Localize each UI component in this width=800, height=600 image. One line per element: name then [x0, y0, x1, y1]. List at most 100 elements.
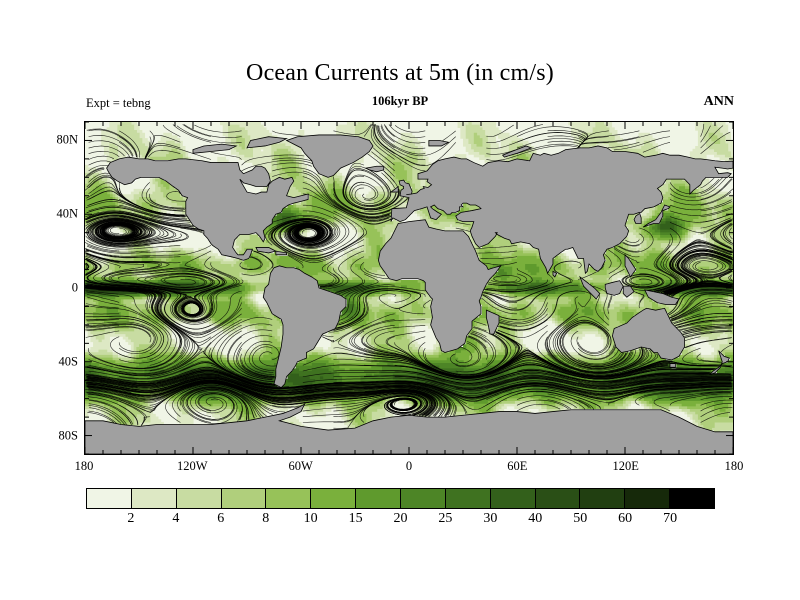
land-polygon [604, 280, 624, 296]
streamline [85, 373, 221, 387]
streamline [367, 153, 395, 177]
streamline [339, 290, 365, 321]
streamline [333, 204, 392, 222]
land-polygon [709, 350, 730, 376]
streamline [499, 313, 548, 327]
streamline [486, 124, 544, 143]
streamline [663, 250, 701, 295]
streamline [516, 143, 581, 154]
streamline [681, 325, 733, 332]
streamline [700, 381, 731, 383]
streamline [88, 396, 139, 426]
streamline [608, 344, 615, 355]
streamline [241, 399, 249, 421]
streamline [345, 284, 395, 298]
streamline [700, 412, 731, 423]
y-tick-label: 40S [58, 354, 78, 369]
streamline [700, 125, 724, 149]
streamline [700, 399, 733, 406]
streamline [380, 125, 395, 143]
streamline [210, 376, 450, 417]
streamline [345, 175, 396, 209]
colorbar-tick-label: 60 [618, 511, 633, 526]
streamline [516, 399, 569, 410]
streamline [88, 140, 131, 158]
streamline [467, 336, 487, 354]
speed-band [85, 154, 733, 426]
colorbar-band [625, 489, 671, 508]
streamline [85, 374, 107, 379]
streamline [85, 242, 120, 252]
x-tick-label: 120W [177, 459, 208, 473]
streamline [680, 323, 733, 331]
streamline [119, 210, 191, 225]
streamline [238, 405, 243, 421]
streamline [342, 162, 400, 211]
page-title: Ocean Currents at 5m (in cm/s) [246, 60, 554, 86]
streamline [516, 403, 561, 412]
streamline [333, 176, 408, 214]
streamline [377, 125, 395, 149]
streamline [272, 130, 303, 137]
streamline [87, 368, 290, 388]
streamline [353, 330, 720, 378]
streamline [675, 319, 701, 327]
streamline [336, 279, 366, 294]
streamline [381, 124, 426, 149]
streamline [483, 262, 518, 266]
streamline [333, 199, 392, 217]
streamline [480, 256, 518, 259]
streamline [144, 130, 155, 159]
streamline [141, 182, 184, 211]
streamline [487, 267, 533, 287]
streamline [335, 296, 366, 329]
streamline [210, 370, 708, 399]
streamline [678, 324, 701, 331]
y-tick-label: 40N [56, 206, 78, 221]
x-axis-labels: 180 120W 60W 0 60E 120E 180 [75, 459, 744, 481]
streamline [671, 302, 732, 321]
colorbar-tick-label: 4 [172, 511, 180, 526]
streamline [700, 125, 711, 143]
streamline [86, 290, 172, 364]
streamline [579, 136, 640, 147]
streamline [148, 150, 181, 158]
streamline [239, 256, 262, 270]
streamline [287, 254, 304, 269]
streamline [287, 253, 303, 263]
streamline [719, 271, 733, 284]
streamline [87, 375, 454, 417]
streamline [639, 267, 673, 291]
streamline [499, 307, 548, 325]
colorbar-tick-label: 50 [573, 511, 588, 526]
streamline [592, 285, 610, 320]
streamline [700, 208, 732, 217]
streamline [669, 393, 732, 406]
streamline [302, 377, 731, 392]
streamline [86, 286, 181, 337]
streamline [333, 124, 372, 135]
streamline [545, 296, 645, 374]
streamline [516, 390, 592, 409]
streamline [418, 333, 512, 376]
streamline [333, 380, 732, 397]
streamline [118, 182, 185, 216]
streamline [85, 318, 150, 326]
streamline [318, 244, 365, 286]
streamline [554, 319, 634, 370]
streamline [670, 285, 732, 297]
streamline [329, 319, 365, 333]
streamline [473, 326, 487, 332]
land-polygon [255, 247, 277, 254]
streamline [100, 221, 141, 240]
streamline [661, 239, 701, 293]
streamline [92, 216, 165, 244]
streamline [88, 155, 115, 160]
streamline [180, 250, 227, 318]
streamline [86, 206, 190, 221]
streamline [486, 377, 733, 389]
colorbar-band [535, 489, 581, 508]
streamline [657, 227, 683, 293]
streamline [88, 135, 134, 157]
